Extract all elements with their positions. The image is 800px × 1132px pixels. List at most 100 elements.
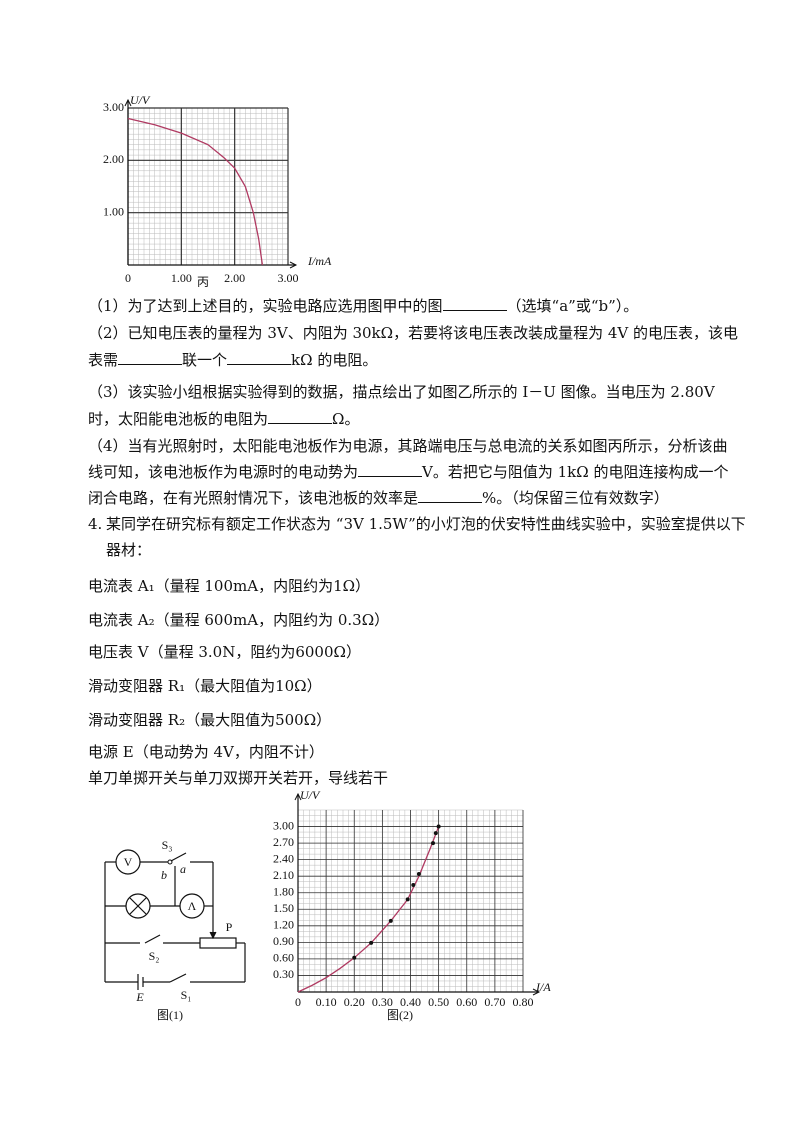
data-point bbox=[431, 841, 435, 846]
wire bbox=[169, 973, 187, 983]
circuit-label: b bbox=[161, 868, 167, 882]
circuit-label: a bbox=[180, 862, 186, 876]
text-segment: Ω。 bbox=[332, 410, 360, 428]
circuit-label: S₃ bbox=[162, 838, 173, 852]
x-axis-label: I/A bbox=[535, 980, 551, 994]
question-number: 4. bbox=[88, 514, 102, 534]
rheostat bbox=[199, 937, 237, 949]
text-line: （3）该实验小组根据实验得到的数据，描点绘出了如图乙所示的 I－U 图像。当电压… bbox=[88, 382, 715, 402]
data-point bbox=[352, 955, 357, 960]
x-tick-label: 2.00 bbox=[224, 271, 245, 285]
equipment-item: 电源 E（电动势为 4V，内阻不计） bbox=[88, 742, 324, 762]
text-segment: （选填“a”或“b”）。 bbox=[506, 297, 639, 315]
text-segment: 滑动变阻器 R₂（最大阻值为500Ω） bbox=[88, 711, 332, 729]
y-tick-label: 3.00 bbox=[103, 100, 124, 114]
data-point bbox=[436, 824, 441, 829]
text-line: 器材： bbox=[106, 540, 151, 560]
figure-caption: 丙 bbox=[197, 275, 209, 289]
x-tick-label: 0.30 bbox=[372, 995, 393, 1009]
y-tick-label: 1.50 bbox=[273, 901, 294, 915]
wire bbox=[170, 852, 187, 862]
figure-caption: 图(2) bbox=[387, 1008, 413, 1022]
y-tick-label: 2.40 bbox=[273, 851, 294, 865]
text-segment: 联一个 bbox=[182, 351, 228, 369]
y-tick-label: 2.70 bbox=[273, 835, 294, 849]
axis-arrow bbox=[124, 98, 132, 107]
text-segment: 电流表 A₁（量程 100mA，内阻约为1Ω） bbox=[88, 577, 371, 595]
x-tick-label: 0 bbox=[295, 995, 301, 1009]
text-segment: 器材： bbox=[106, 541, 152, 559]
y-tick-label: 1.00 bbox=[103, 204, 124, 218]
y-tick-label: 0.30 bbox=[273, 967, 294, 981]
x-tick-label: 0.60 bbox=[456, 995, 477, 1009]
x-tick-label: 0.50 bbox=[428, 995, 449, 1009]
x-tick-label: 1.00 bbox=[171, 271, 192, 285]
text-segment: V。若把它与阻值为 1kΩ 的电阻连接构成一个 bbox=[422, 463, 729, 481]
wire bbox=[129, 897, 147, 915]
text-segment: 电源 E（电动势为 4V，内阻不计） bbox=[88, 743, 324, 761]
y-axis-label: U/V bbox=[130, 93, 151, 107]
x-tick-label: 0.80 bbox=[513, 995, 534, 1009]
text-segment: kΩ 的电阻。 bbox=[291, 351, 378, 369]
x-axis-label: I/mA bbox=[307, 254, 332, 268]
text-line: （1）为了达到上述目的，实验电路应选用图甲中的图 （选填“a”或“b”）。 bbox=[88, 296, 638, 316]
text-segment: （3）该实验小组根据实验得到的数据，描点绘出了如图乙所示的 I－U 图像。当电压… bbox=[88, 383, 715, 401]
equipment-item: 单刀单掷开关与单刀双掷开关若开，导线若干 bbox=[88, 768, 388, 788]
circuit-label: S₁ bbox=[181, 988, 192, 1002]
text-segment: 表需 bbox=[88, 351, 119, 369]
answer-blank bbox=[442, 296, 507, 311]
circuit-label: V bbox=[124, 855, 133, 869]
text-segment: （1）为了达到上述目的，实验电路应选用图甲中的图 bbox=[88, 297, 443, 315]
circuit-label: P bbox=[226, 920, 233, 934]
circuit-label: E bbox=[135, 990, 144, 1004]
y-tick-label: 2.00 bbox=[103, 152, 124, 166]
y-tick-label: 0.90 bbox=[273, 934, 294, 948]
data-point bbox=[433, 831, 438, 836]
text-segment: 滑动变阻器 R₁（最大阻值为10Ω） bbox=[88, 677, 322, 695]
answer-blank bbox=[118, 350, 183, 365]
axis-arrow bbox=[294, 792, 302, 801]
y-tick-label: 2.10 bbox=[273, 868, 294, 882]
text-line: （4）当有光照射时，太阳能电池板作为电源，其路端电压与总电流的关系如图丙所示，分… bbox=[88, 436, 728, 456]
data-point bbox=[388, 918, 393, 923]
equipment-item: 电压表 V（量程 3.0N，阻约为6000Ω） bbox=[88, 642, 361, 662]
text-segment: 闭合电路，在有光照射情况下，该电池板的效率是 bbox=[88, 489, 419, 507]
slider-arrow bbox=[209, 931, 217, 940]
y-axis-label: U/V bbox=[300, 788, 321, 802]
text-segment: 电压表 V（量程 3.0N，阻约为6000Ω） bbox=[88, 643, 361, 661]
text-segment: 某同学在研究标有额定工作状态为 “3V 1.5W”的小灯泡的伏安特性曲线实验中，… bbox=[106, 515, 746, 533]
x-tick-label: 0.40 bbox=[400, 995, 421, 1009]
text-line: 某同学在研究标有额定工作状态为 “3V 1.5W”的小灯泡的伏安特性曲线实验中，… bbox=[106, 514, 746, 534]
wire bbox=[144, 934, 161, 944]
text-line: 表需 联一个 kΩ 的电阻。 bbox=[88, 350, 377, 370]
ammeter bbox=[179, 893, 205, 919]
x-tick-label: 3.00 bbox=[278, 271, 299, 285]
answer-blank bbox=[268, 409, 333, 424]
axis-arrow bbox=[532, 988, 541, 996]
text-segment: 单刀单掷开关与单刀双掷开关若开，导线若干 bbox=[88, 769, 389, 787]
data-point bbox=[416, 871, 421, 876]
number: 4. bbox=[88, 515, 103, 533]
data-point bbox=[411, 883, 416, 888]
circuit-label: Λ bbox=[188, 899, 197, 913]
answer-blank bbox=[358, 462, 423, 477]
equipment-item: 电流表 A₁（量程 100mA，内阻约为1Ω） bbox=[88, 576, 370, 596]
data-point bbox=[405, 897, 410, 902]
equipment-item: 滑动变阻器 R₂（最大阻值为500Ω） bbox=[88, 710, 331, 730]
text-line: 线可知，该电池板作为电源时的电动势为 V。若把它与阻值为 1kΩ 的电阻连接构成一… bbox=[88, 462, 728, 482]
answer-blank bbox=[418, 488, 483, 503]
y-tick-label: 1.80 bbox=[273, 884, 294, 898]
text-segment: （2）已知电压表的量程为 3V、内阻为 30kΩ，若要将该电压表改装成量程为 4… bbox=[88, 324, 738, 342]
text-segment: 线可知，该电池板作为电源时的电动势为 bbox=[88, 463, 359, 481]
curve bbox=[127, 117, 264, 266]
text-line: （2）已知电压表的量程为 3V、内阻为 30kΩ，若要将该电压表改装成量程为 4… bbox=[88, 323, 738, 343]
y-tick-label: 0.60 bbox=[273, 951, 294, 965]
axis-arrow bbox=[289, 261, 298, 269]
y-tick-label: 3.00 bbox=[273, 818, 294, 832]
circuit-label: S₂ bbox=[149, 949, 160, 963]
equipment-item: 电流表 A₂（量程 600mA，内阻约为 0.3Ω） bbox=[88, 610, 389, 630]
voltmeter bbox=[115, 849, 141, 875]
text-line: 时，太阳能电池板的电阻为 Ω。 bbox=[88, 409, 359, 429]
